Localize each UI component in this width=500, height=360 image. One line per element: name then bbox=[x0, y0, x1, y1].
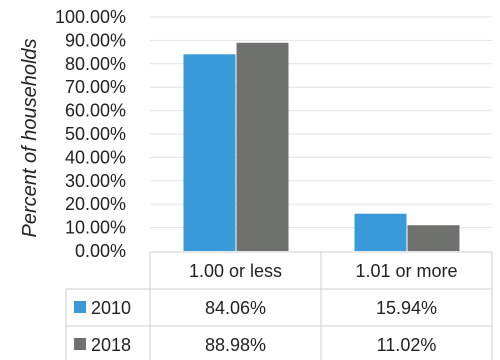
legend-key-2018 bbox=[74, 338, 86, 350]
data-label-2018-1: 11.02% bbox=[377, 335, 437, 355]
y-tick-label: 20.00% bbox=[65, 194, 126, 214]
y-tick-label: 60.00% bbox=[65, 101, 126, 121]
bar-2010-1 bbox=[354, 213, 407, 251]
y-tick-label: 10.00% bbox=[65, 218, 126, 238]
y-tick-label: 0.00% bbox=[75, 241, 126, 261]
data-label-2010-0: 84.06% bbox=[205, 298, 266, 318]
legend-label-2010: 2010 bbox=[91, 298, 131, 318]
bar-2018-1 bbox=[407, 225, 460, 251]
bars bbox=[183, 42, 460, 252]
y-tick-label: 70.00% bbox=[65, 77, 126, 97]
y-tick-label: 40.00% bbox=[65, 147, 126, 167]
x-tick-label: 1.00 or less bbox=[189, 261, 282, 281]
bar-2018-0 bbox=[236, 42, 289, 251]
y-tick-label: 90.00% bbox=[65, 30, 126, 50]
data-table: 1.00 or less 1.01 or more 2010 84.06% 15.94%… bbox=[65, 251, 493, 360]
data-label-2010-1: 15.94% bbox=[376, 298, 437, 318]
y-axis-label: Percent of households bbox=[19, 38, 41, 237]
bar-2010-0 bbox=[183, 54, 236, 252]
y-tick-label: 100.00% bbox=[55, 7, 126, 27]
y-tick-label: 30.00% bbox=[65, 171, 126, 191]
legend-key-2010 bbox=[74, 301, 86, 313]
y-axis: 0.00% 10.00% 20.00% 30.00% 40.00% 50.00% 60.00… bbox=[55, 7, 126, 261]
x-tick-label: 1.01 or more bbox=[355, 261, 457, 281]
data-label-2018-0: 88.98% bbox=[205, 335, 266, 355]
y-tick-label: 80.00% bbox=[65, 54, 126, 74]
legend-label-2018: 2018 bbox=[91, 335, 131, 355]
y-tick-label: 50.00% bbox=[65, 124, 126, 144]
